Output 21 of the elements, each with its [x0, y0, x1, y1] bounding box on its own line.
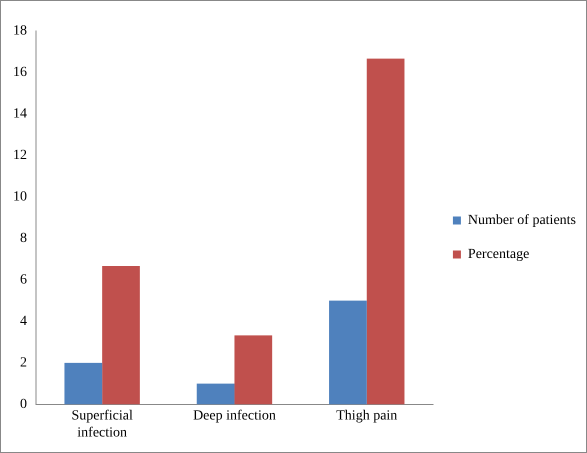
y-tick-label: 6 [20, 272, 27, 288]
y-tick-label: 18 [13, 24, 27, 39]
x-tick-label: Superficial infection [71, 408, 133, 440]
y-tick-label: 12 [13, 148, 27, 164]
bar [102, 266, 140, 404]
y-tick-label: 2 [20, 356, 27, 371]
y-tick-label: 4 [20, 314, 27, 330]
y-tick-label: 10 [13, 190, 27, 205]
bar [366, 58, 404, 404]
y-tick-label: 14 [13, 106, 27, 122]
y-tick-label: 8 [20, 231, 27, 246]
y-tick-label: 0 [20, 397, 27, 412]
bar [329, 300, 367, 404]
y-tick-label: 16 [13, 65, 27, 80]
bar [234, 335, 272, 404]
x-tick-label: Thigh pain [336, 408, 398, 424]
bar [196, 384, 234, 404]
x-tick-label: Deep infection [193, 408, 276, 424]
bar [64, 362, 102, 404]
legend-label: Number of patients [468, 213, 576, 228]
legend-label: Percentage [468, 247, 530, 262]
